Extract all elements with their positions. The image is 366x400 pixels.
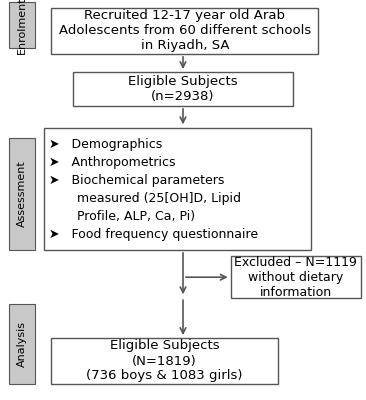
Text: Enrolment: Enrolment xyxy=(17,0,27,54)
Bar xyxy=(9,304,35,384)
Bar xyxy=(44,128,311,250)
Bar xyxy=(9,138,35,250)
Bar xyxy=(51,338,278,384)
Bar xyxy=(9,2,35,48)
Text: Assessment: Assessment xyxy=(17,161,27,227)
Text: Excluded – N=1119
without dietary
information: Excluded – N=1119 without dietary inform… xyxy=(234,256,357,298)
Bar xyxy=(73,72,293,106)
Text: Analysis: Analysis xyxy=(17,321,27,367)
Text: Eligible Subjects
(N=1819)
(736 boys & 1083 girls): Eligible Subjects (N=1819) (736 boys & 1… xyxy=(86,340,243,382)
Bar xyxy=(51,8,318,54)
Text: Recruited 12-17 year old Arab
Adolescents from 60 different schools
in Riyadh, S: Recruited 12-17 year old Arab Adolescent… xyxy=(59,10,311,52)
Text: Eligible Subjects
(n=2938): Eligible Subjects (n=2938) xyxy=(128,75,238,103)
Text: ➤   Demographics
➤   Anthropometrics
➤   Biochemical parameters
       measured : ➤ Demographics ➤ Anthropometrics ➤ Bioch… xyxy=(49,138,258,241)
Bar xyxy=(231,256,361,298)
